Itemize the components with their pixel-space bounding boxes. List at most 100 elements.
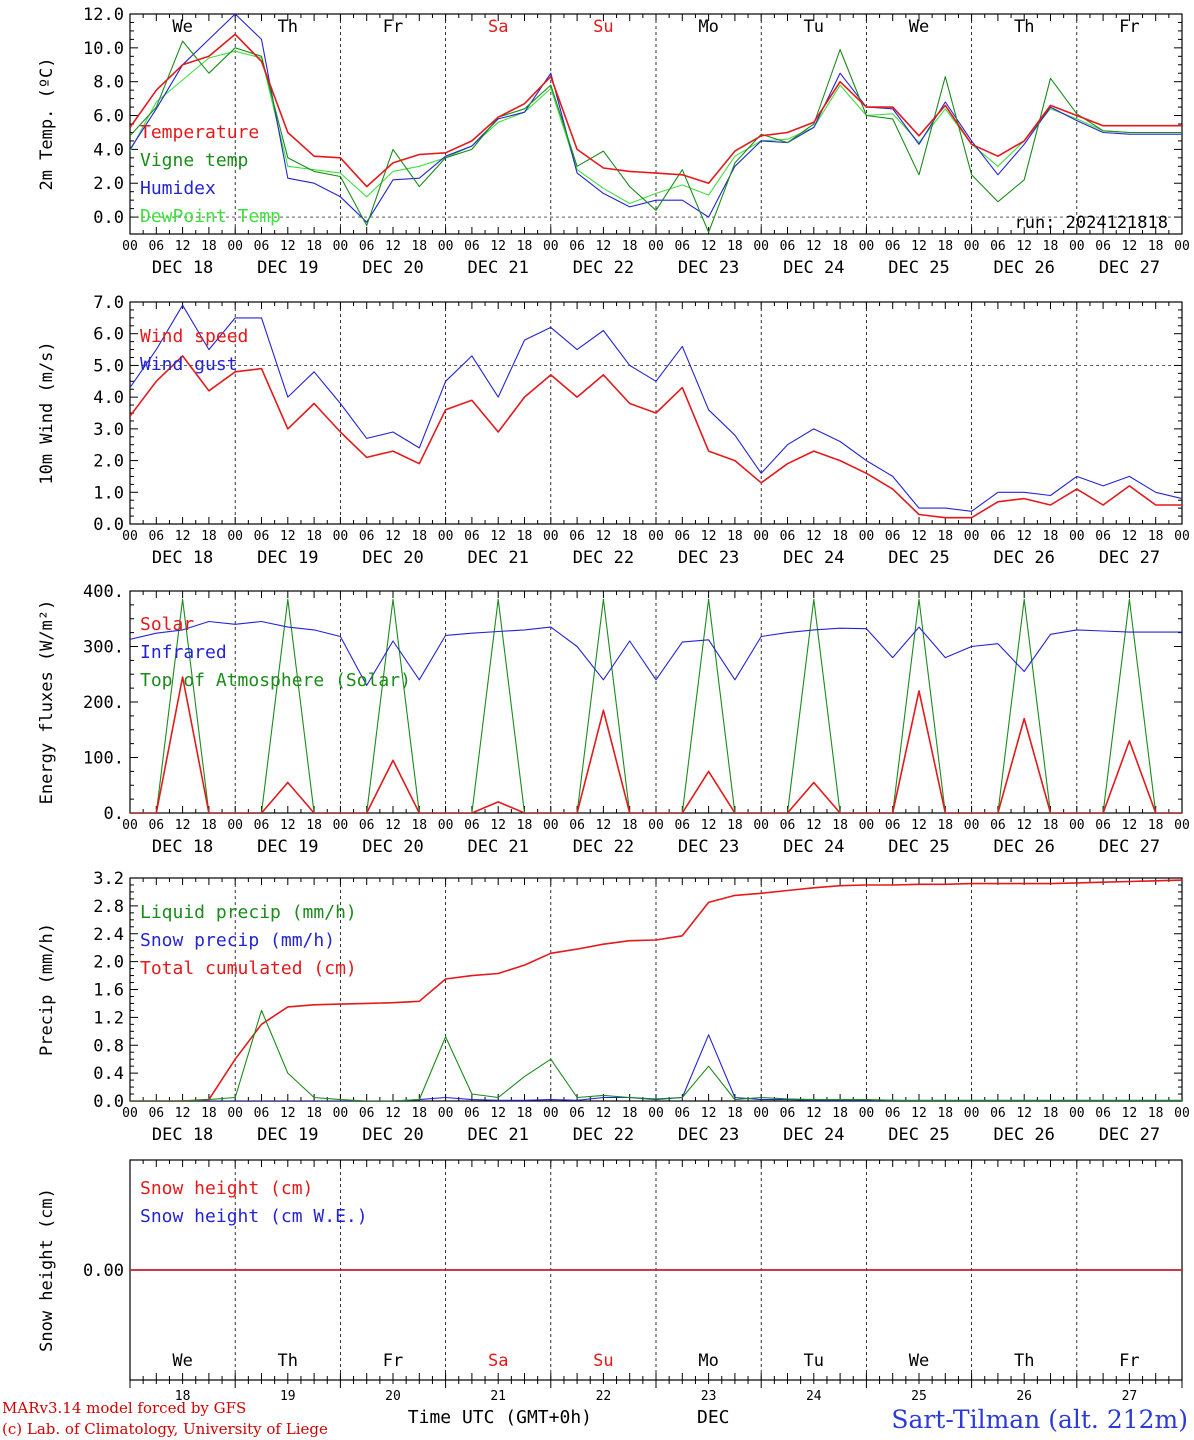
hour-tick-label: 00 [964,818,980,833]
hour-tick-label: 06 [885,1106,901,1121]
day-name-label: Fr [383,1351,403,1371]
y-tick-label: 4.0 [93,388,124,408]
day-name-label: Mo [698,1351,718,1371]
date-label: DEC 23 [678,548,739,568]
hour-tick-label: 18 [622,818,638,833]
figure-footer: MARv3.14 model forced by GFS (c) Lab. of… [2,1399,1188,1438]
series-line-green [130,40,1182,233]
time-axis-label: Time UTC (GMT+0h) [408,1407,592,1428]
date-label: DEC 22 [573,1125,634,1145]
hour-tick-label: 06 [990,818,1006,833]
hour-tick-label: 00 [1069,818,1085,833]
hour-tick-label: 12 [596,529,612,544]
date-label: DEC 26 [993,258,1054,278]
series-line-blue [130,1034,1182,1101]
y-tick-label: 1.0 [93,483,124,503]
day-name-label: Th [278,17,298,37]
y-tick-label: 3.2 [93,869,124,889]
hour-tick-label: 06 [674,529,690,544]
hour-tick-label: 00 [964,1106,980,1121]
hour-tick-label: 12 [911,1106,927,1121]
hour-tick-label: 12 [701,239,717,254]
date-label: DEC 25 [888,837,949,857]
day-name-label: Sa [488,1351,508,1371]
hour-tick-label: 06 [885,239,901,254]
day-name-label: Fr [1119,17,1139,37]
y-axis-label: 2m Temp. (ºC) [37,57,57,190]
hour-tick-label: 18 [411,818,427,833]
legend-entry-blue: Snow precip (mm/h) [140,930,335,951]
hour-tick-label: 18 [1148,239,1164,254]
day-name-label: Su [593,17,613,37]
hour-tick-label: 00 [543,529,559,544]
hour-tick-label: 18 [727,1106,743,1121]
hour-tick-label: 00 [122,1106,138,1121]
hour-tick-label: 18 [1043,239,1059,254]
y-tick-label: 3.0 [93,420,124,440]
day-name-label: Tu [804,17,824,37]
day-name-label: Su [593,1351,613,1371]
date-label: DEC 21 [467,548,528,568]
legend-entry-lightgreen: DewPoint Temp [140,206,281,227]
hour-tick-label: 00 [333,529,349,544]
y-tick-label: 2.0 [93,174,124,194]
hour-tick-label: 06 [148,529,164,544]
hour-tick-label: 18 [832,239,848,254]
hour-tick-label: 18 [306,818,322,833]
hour-tick-label: 00 [438,529,454,544]
day-number-label: 18 [175,1389,191,1404]
date-label: DEC 21 [467,837,528,857]
hour-tick-label: 18 [306,1106,322,1121]
day-name-label: Mo [698,17,718,37]
hour-tick-label: 06 [464,239,480,254]
hour-tick-label: 12 [175,529,191,544]
hour-tick-label: 12 [175,1106,191,1121]
hour-tick-label: 18 [411,1106,427,1121]
date-label: DEC 22 [573,548,634,568]
hour-tick-label: 18 [1043,529,1059,544]
month-label: DEC [697,1407,730,1428]
lab-credit: (c) Lab. of Climatology, University of L… [2,1420,328,1438]
series-line-lightgreen [130,50,1182,205]
y-tick-label: 2.4 [93,925,124,945]
legend-entry-blue: Infrared [140,642,227,663]
day-name-label: We [172,17,192,37]
day-name-label: Tu [804,1351,824,1371]
hour-tick-label: 00 [1174,1106,1190,1121]
date-label: DEC 19 [257,258,318,278]
hour-tick-label: 18 [832,529,848,544]
hour-tick-label: 00 [543,1106,559,1121]
hour-tick-label: 06 [569,1106,585,1121]
y-tick-label: 0.0 [93,208,124,228]
hour-tick-label: 18 [306,239,322,254]
hour-tick-label: 12 [596,1106,612,1121]
hour-tick-label: 18 [832,1106,848,1121]
day-number-label: 26 [1016,1389,1032,1404]
hour-tick-label: 12 [1016,239,1032,254]
hour-tick-label: 06 [990,1106,1006,1121]
hour-tick-label: 18 [411,239,427,254]
hour-tick-label: 00 [859,1106,875,1121]
hour-tick-label: 06 [990,239,1006,254]
hour-tick-label: 12 [806,239,822,254]
hour-tick-label: 00 [648,818,664,833]
hour-tick-label: 06 [674,1106,690,1121]
day-name-label: We [909,1351,929,1371]
y-tick-label: 8.0 [93,73,124,93]
date-label: DEC 26 [993,1125,1054,1145]
hour-tick-label: 18 [832,818,848,833]
date-label: DEC 22 [573,258,634,278]
y-tick-label: 0.00 [83,1261,124,1281]
hour-tick-label: 00 [753,239,769,254]
hour-tick-label: 12 [701,529,717,544]
legend-entry-green: Liquid precip (mm/h) [140,902,357,923]
hour-tick-label: 12 [1122,818,1138,833]
day-name-label: Fr [1119,1351,1139,1371]
date-label: DEC 20 [362,1125,423,1145]
hour-tick-label: 12 [806,818,822,833]
hour-tick-label: 12 [490,818,506,833]
model-credit: MARv3.14 model forced by GFS [2,1399,246,1417]
hour-tick-label: 18 [517,529,533,544]
hour-tick-label: 06 [569,818,585,833]
hour-tick-label: 00 [648,239,664,254]
